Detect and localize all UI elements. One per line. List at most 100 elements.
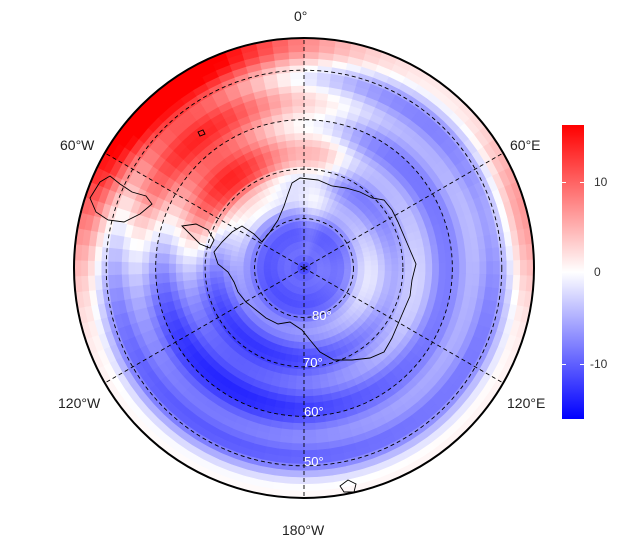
- grid-cell: [74, 260, 81, 276]
- grid-cell: [304, 423, 315, 430]
- grid-cell: [419, 264, 426, 272]
- grid-cell: [196, 257, 203, 265]
- grid-cell: [439, 263, 446, 273]
- grid-cell: [196, 264, 203, 272]
- grid-cell: [203, 264, 210, 271]
- grid-cell: [313, 133, 323, 141]
- colorbar-label-10: 10: [594, 175, 607, 189]
- colorbar-label-minus10: -10: [590, 357, 607, 371]
- grid-cell: [304, 443, 317, 450]
- grid-cell: [108, 247, 116, 261]
- colorbar-tick-10: [562, 182, 589, 183]
- grid-cell: [304, 396, 313, 403]
- grid-cell: [425, 255, 432, 264]
- grid-cell: [439, 253, 446, 263]
- grid-cell: [176, 264, 183, 273]
- grid-cell: [365, 261, 372, 266]
- grid-cell: [189, 256, 196, 264]
- grid-cell: [296, 369, 304, 376]
- grid-cell: [290, 464, 304, 471]
- grid-cell: [453, 263, 460, 274]
- grid-cell: [285, 395, 295, 403]
- grid-cell: [385, 259, 392, 265]
- grid-cell: [304, 194, 309, 201]
- grid-cell: [304, 106, 315, 113]
- grid-cell: [291, 85, 304, 92]
- grid-cell: [304, 389, 313, 396]
- grid-cell: [293, 416, 304, 423]
- grid-cell: [292, 99, 304, 106]
- lon-label-60e: 60°E: [510, 137, 541, 153]
- grid-cell: [351, 266, 358, 270]
- grid-cell: [243, 270, 250, 274]
- grid-cell: [162, 253, 169, 263]
- grid-cell: [304, 322, 308, 329]
- lon-label-180w: 180°W: [282, 522, 324, 538]
- grid-cell: [88, 260, 95, 275]
- grid-cell: [108, 261, 115, 275]
- grid-cell: [291, 450, 304, 457]
- colorbar-tick-0: [562, 272, 589, 273]
- grid-cell: [358, 266, 365, 270]
- grid-cell: [304, 65, 318, 72]
- grid-cell: [176, 255, 183, 264]
- grid-cell: [293, 187, 299, 194]
- grid-cell: [300, 207, 304, 214]
- grid-cell: [101, 275, 109, 289]
- grid-cell: [290, 65, 304, 72]
- grid-cell: [311, 167, 319, 174]
- grid-cell: [81, 260, 88, 276]
- grid-cell: [295, 389, 304, 396]
- grid-cell: [486, 274, 494, 287]
- grid-cell: [384, 253, 392, 260]
- grid-cell: [399, 264, 406, 271]
- grid-cell: [290, 72, 304, 79]
- grid-cell: [452, 252, 459, 263]
- grid-cell: [452, 273, 459, 284]
- grid-cell: [289, 477, 304, 484]
- grid-cell: [301, 221, 304, 228]
- grid-cell: [459, 273, 467, 285]
- grid-cell: [230, 270, 237, 275]
- grid-cell: [289, 58, 304, 65]
- lat-label-80: 80°: [312, 308, 332, 323]
- grid-cell: [425, 272, 432, 281]
- lat-label-60: 60°: [304, 404, 324, 419]
- grid-cell: [304, 85, 317, 92]
- grid-cell: [294, 126, 304, 133]
- grid-cell: [189, 272, 196, 280]
- grid-cell: [169, 254, 176, 264]
- grid-cell: [304, 383, 312, 390]
- grid-cell: [304, 139, 313, 146]
- grid-cell: [294, 194, 300, 201]
- grid-cell: [405, 272, 412, 280]
- grid-cell: [304, 437, 316, 444]
- grid-cell: [216, 271, 223, 277]
- grid-cell: [94, 261, 101, 276]
- grid-cell: [304, 99, 316, 106]
- grid-cell: [472, 250, 480, 262]
- grid-cell: [196, 272, 203, 280]
- grid-cell: [115, 248, 123, 261]
- grid-cell: [304, 180, 310, 187]
- grid-cell: [312, 140, 321, 148]
- grid-cell: [312, 382, 321, 390]
- grid-cell: [296, 207, 301, 214]
- grid-cell: [304, 315, 308, 322]
- grid-cell: [285, 133, 295, 141]
- grid-cell: [292, 430, 304, 437]
- grid-cell: [398, 257, 405, 264]
- grid-cell: [473, 262, 480, 274]
- grid-cell: [378, 265, 385, 271]
- lon-label-0: 0°: [294, 8, 307, 24]
- grid-cell: [304, 329, 309, 336]
- grid-cell: [312, 389, 321, 397]
- grid-cell: [292, 92, 304, 99]
- lat-label-50: 50°: [304, 454, 324, 469]
- grid-cell: [313, 395, 323, 403]
- grid-cell: [296, 153, 304, 160]
- grid-cell: [291, 443, 304, 450]
- grid-cell: [432, 254, 439, 264]
- grid-cell: [142, 273, 150, 285]
